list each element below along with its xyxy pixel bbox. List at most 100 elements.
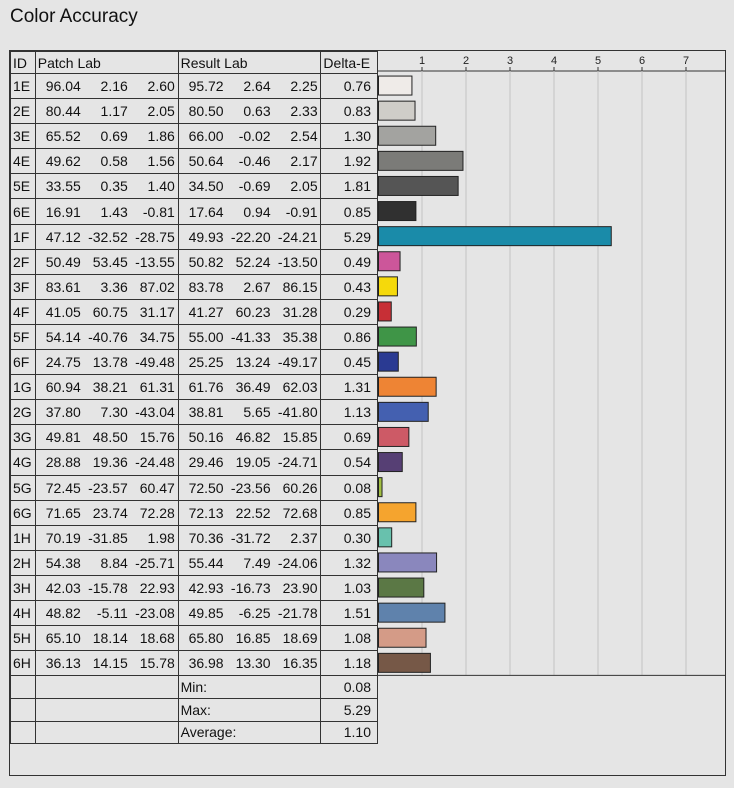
result-l: 36.98 <box>188 655 224 672</box>
result-b: 35.38 <box>282 328 318 345</box>
patch-lab-cell: 33.55 0.35 1.40 <box>34 173 179 200</box>
row-id: 1E <box>10 72 36 100</box>
result-a: 0.94 <box>243 203 271 220</box>
patch-l: 47.12 <box>45 228 81 245</box>
result-lab-cell: 49.85 -6.25 -21.78 <box>177 599 322 627</box>
tick-label: 7 <box>683 55 689 67</box>
result-b: 2.05 <box>290 178 318 195</box>
patch-a: 0.35 <box>100 178 128 195</box>
summary-value: 5.29 <box>320 697 378 722</box>
patch-l: 37.80 <box>45 404 81 421</box>
patch-a: 53.45 <box>92 253 128 270</box>
header-result-lab: Result Lab <box>177 51 322 74</box>
patch-b: -28.75 <box>135 228 175 245</box>
bar-4G <box>378 452 403 473</box>
patch-lab-cell: 28.88 19.36 -24.48 <box>34 449 179 476</box>
row-id: 2F <box>10 248 36 275</box>
row-id: 4H <box>10 599 36 627</box>
result-lab-cell: 80.50 0.63 2.33 <box>177 98 322 125</box>
patch-a: 48.50 <box>92 429 128 446</box>
row-id: 1H <box>10 524 36 551</box>
patch-b: -24.48 <box>135 454 175 471</box>
patch-b: 1.86 <box>147 128 175 145</box>
patch-b: -49.48 <box>135 354 175 371</box>
result-lab-cell: 49.93 -22.20 -24.21 <box>177 223 322 250</box>
result-lab-cell: 29.46 19.05 -24.71 <box>177 449 322 476</box>
result-b: 86.15 <box>282 278 318 295</box>
patch-b: 87.02 <box>139 278 175 295</box>
row-id: 6H <box>10 650 36 677</box>
table-row: 5H 65.10 18.14 18.68 65.80 16.85 18.69 1.08 <box>10 625 378 652</box>
table-row: 4H 48.82 -5.11 -23.08 49.85 -6.25 -21.78 1.51 <box>10 599 378 627</box>
result-lab-cell: 36.98 13.30 16.35 <box>177 650 322 677</box>
row-id: 3E <box>10 123 36 150</box>
delta-e-value: 1.18 <box>320 650 378 677</box>
patch-b: -43.04 <box>135 404 175 421</box>
summary-value: 0.08 <box>320 675 378 699</box>
row-id: 5H <box>10 625 36 652</box>
patch-lab-cell: 80.44 1.17 2.05 <box>34 98 179 125</box>
result-b: -24.71 <box>277 454 318 471</box>
result-b: -21.78 <box>277 605 318 622</box>
result-l: 70.36 <box>188 529 224 546</box>
patch-l: 41.05 <box>45 303 81 320</box>
patch-b: 15.76 <box>139 429 175 446</box>
table-row: 3G 49.81 48.50 15.76 50.16 46.82 15.85 0.69 <box>10 424 378 451</box>
patch-a: -15.78 <box>88 579 128 596</box>
patch-l: 42.03 <box>45 579 81 596</box>
result-b: 2.33 <box>290 103 318 120</box>
result-lab-cell: 95.72 2.64 2.25 <box>177 72 322 100</box>
result-b: -24.06 <box>277 554 318 571</box>
result-l: 72.13 <box>188 504 224 521</box>
color-accuracy-panel: ID Patch Lab Result Lab Delta-E 1E 96.04 2… <box>9 50 726 776</box>
result-l: 55.44 <box>188 554 224 571</box>
result-a: -16.73 <box>230 579 271 596</box>
result-lab-cell: 72.50 -23.56 60.26 <box>177 474 322 501</box>
delta-e-value: 1.08 <box>320 625 378 652</box>
patch-a: -32.52 <box>88 228 128 245</box>
result-l: 95.72 <box>188 78 224 95</box>
patch-b: 15.78 <box>139 655 175 672</box>
row-id: 1F <box>10 223 36 250</box>
patch-lab-cell: 49.81 48.50 15.76 <box>34 424 179 451</box>
result-a: 13.30 <box>235 655 271 672</box>
bar-3F <box>378 276 398 297</box>
row-id: 4E <box>10 148 36 175</box>
patch-a: 1.17 <box>100 103 128 120</box>
patch-a: 7.30 <box>100 404 128 421</box>
patch-a: 38.21 <box>92 379 128 396</box>
result-a: 5.65 <box>243 404 271 421</box>
result-b: 15.85 <box>282 429 318 446</box>
delta-e-value: 0.49 <box>320 248 378 275</box>
result-lab-cell: 72.13 22.52 72.68 <box>177 499 322 526</box>
patch-l: 80.44 <box>45 103 81 120</box>
bar-2G <box>378 401 429 422</box>
tick-label: 1 <box>419 55 425 67</box>
bar-1E <box>378 75 413 96</box>
table-row: 5G 72.45 -23.57 60.47 72.50 -23.56 60.26 0.08 <box>10 474 378 501</box>
delta-e-value: 0.69 <box>320 424 378 451</box>
bar-3E <box>378 125 437 146</box>
header-patch-lab: Patch Lab <box>34 51 179 74</box>
table-body: 1E 96.04 2.16 2.60 95.72 2.64 2.25 0.76 2E 80.44 1… <box>10 72 378 745</box>
table-row: 6G 71.65 23.74 72.28 72.13 22.52 72.68 0.85 <box>10 499 378 526</box>
table-row: 6F 24.75 13.78 -49.48 25.25 13.24 -49.17 0.45 <box>10 349 378 376</box>
patch-a: 0.58 <box>100 153 128 170</box>
result-lab-cell: 83.78 2.67 86.15 <box>177 273 322 300</box>
patch-lab-cell: 83.61 3.36 87.02 <box>34 273 179 300</box>
result-l: 17.64 <box>188 203 224 220</box>
result-l: 61.76 <box>188 379 224 396</box>
patch-b: -13.55 <box>135 253 175 270</box>
table-row: 3F 83.61 3.36 87.02 83.78 2.67 86.15 0.43 <box>10 273 378 300</box>
bar-5F <box>378 326 417 347</box>
patch-b: 60.47 <box>139 479 175 496</box>
table-row: 2H 54.38 8.84 -25.71 55.44 7.49 -24.06 1.32 <box>10 549 378 576</box>
delta-e-value: 0.83 <box>320 98 378 125</box>
result-l: 34.50 <box>188 178 224 195</box>
result-b: -0.91 <box>285 203 318 220</box>
patch-lab-cell: 54.38 8.84 -25.71 <box>34 549 179 576</box>
patch-a: 0.69 <box>100 128 128 145</box>
bar-3H <box>378 577 425 598</box>
tick-label: 2 <box>463 55 469 67</box>
result-a: -0.46 <box>238 153 271 170</box>
